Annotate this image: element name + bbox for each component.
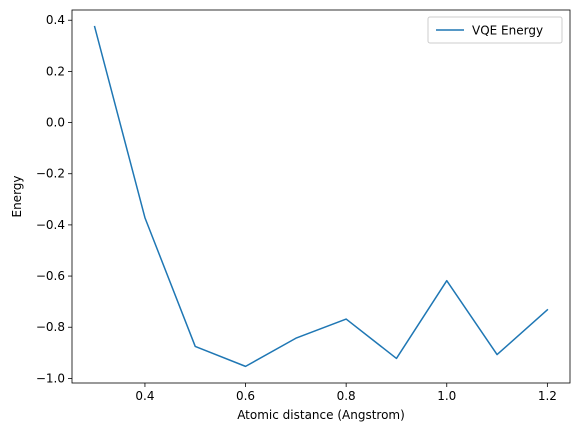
legend-box (427, 16, 563, 44)
legend-label: VQE Energy (472, 24, 543, 38)
y-axis-label: Energy (10, 175, 24, 217)
y-tick-label: −0.8 (36, 320, 65, 334)
x-tick-label: 1.2 (538, 389, 557, 403)
x-tick-label: 0.8 (337, 389, 356, 403)
y-tick-label: −0.4 (36, 218, 65, 232)
y-tick-label: 0.4 (46, 13, 65, 27)
y-tick-label: −0.2 (36, 167, 65, 181)
series-line-vqe-energy (93, 25, 549, 368)
y-tick-label: −0.6 (36, 269, 65, 283)
x-tick-label: 1.0 (437, 389, 456, 403)
plot-area (72, 10, 570, 383)
x-tick-label: 0.4 (135, 389, 154, 403)
x-tick-label: 0.6 (236, 389, 255, 403)
y-tick-label: 0.2 (46, 64, 65, 78)
plot-frame (71, 9, 571, 384)
x-axis-ticks: 0.4 0.6 0.8 1.0 1.2 (135, 383, 557, 403)
x-axis-label: Atomic distance (Angstrom) (237, 408, 405, 422)
y-tick-label: −1.0 (36, 371, 65, 385)
y-tick-label: 0.0 (46, 116, 65, 130)
series-group (93, 25, 549, 368)
y-axis-ticks: 0.4 0.2 0.0 −0.2 −0.4 −0.6 −0.8 −1.0 (36, 13, 72, 385)
legend: VQE Energy (427, 16, 563, 44)
